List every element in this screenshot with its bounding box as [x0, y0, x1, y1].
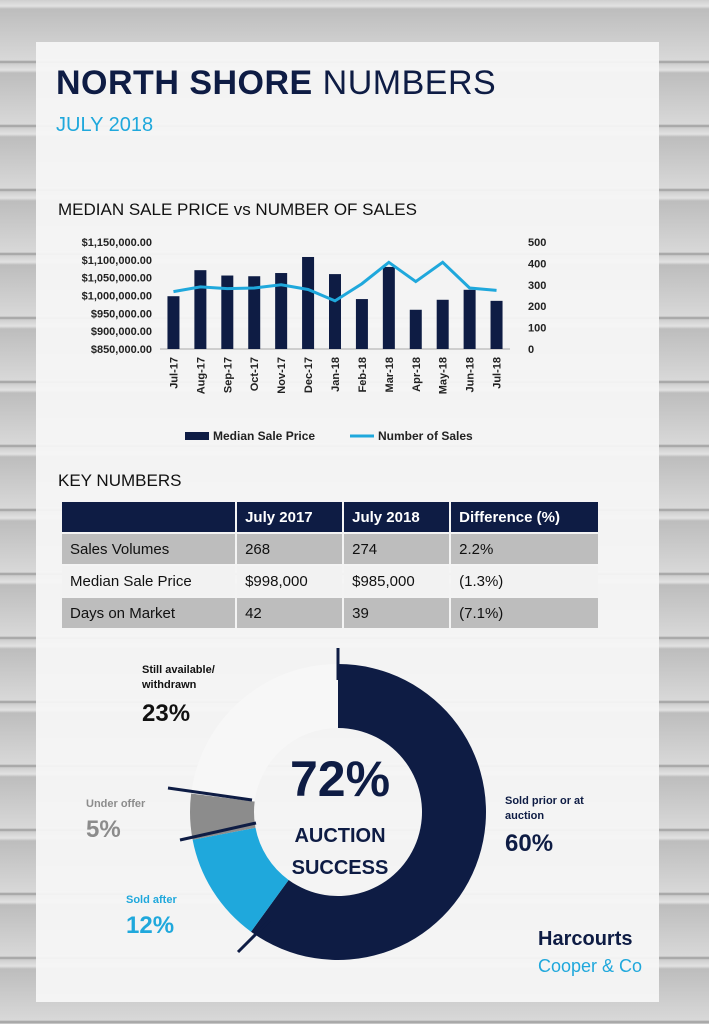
x-tick-label: Aug-17 [195, 357, 207, 394]
y-tick-label: $900,000.00 [91, 326, 152, 338]
y2-tick-label: 0 [528, 344, 534, 356]
sold-after-label: Sold after [126, 894, 177, 906]
x-tick-label: Jun-18 [465, 357, 477, 392]
bar-median-price [275, 273, 288, 349]
bar-median-price [329, 274, 341, 349]
auction-success-label: AUCTION SUCCESS [291, 825, 389, 879]
bar-median-price [194, 270, 207, 349]
x-tick-label: Jul-18 [492, 357, 504, 389]
table-cell: 39 [344, 598, 450, 628]
line-number-of-sales [173, 260, 497, 303]
brand-logo-sub: Cooper & Co [538, 956, 643, 976]
y2-tick-label: 300 [528, 280, 546, 292]
key-numbers-title: KEY NUMBERS [58, 471, 182, 490]
bar-median-price [167, 296, 180, 349]
table-cell: Sales Volumes [62, 534, 236, 564]
x-tick-label: Oct-17 [249, 357, 261, 391]
legend-swatch-median [185, 432, 209, 440]
table-row: Days on Market 42 39 (7.1%) [62, 598, 598, 628]
chart-title: MEDIAN SALE PRICE vs NUMBER OF SALES [58, 200, 417, 219]
table-cell: 268 [237, 534, 343, 564]
leader-line [167, 786, 253, 802]
still-available-percent: 23% [142, 700, 191, 727]
x-tick-label: Feb-18 [357, 357, 369, 392]
table-row: Sales Volumes 268 274 2.2% [62, 534, 598, 564]
table-header-row: July 2017 July 2018 Difference (%) [62, 502, 598, 532]
table-cell: $998,000 [237, 566, 343, 596]
leader-line [236, 918, 272, 954]
donut-slice [191, 664, 338, 802]
brand-logo-name: Harcourts [538, 928, 633, 950]
y-tick-label: $1,150,000.00 [82, 237, 152, 249]
bar-median-price [302, 256, 315, 349]
page-title: NORTH SHORE NUMBERS [56, 64, 497, 102]
sold-prior-label: Sold prior or at auction [505, 795, 584, 822]
bar-median-price [490, 300, 503, 349]
table-cell: (7.1%) [451, 598, 598, 628]
table-cell: (1.3%) [451, 566, 598, 596]
auction-success-percent: 72% [289, 751, 391, 807]
legend-label-median: Median Sale Price [213, 429, 315, 443]
x-tick-label: Dec-17 [303, 357, 315, 393]
x-tick-label: Sep-17 [222, 357, 234, 393]
y-tick-label: $1,100,000.00 [82, 255, 152, 267]
y2-tick-label: 200 [528, 301, 546, 313]
bar-median-price [463, 289, 476, 349]
bar-median-price [355, 299, 368, 349]
table-cell: Days on Market [62, 598, 236, 628]
sold-prior-percent: 60% [505, 830, 554, 857]
sold-after-percent: 12% [126, 912, 175, 939]
median-vs-sales-chart: $1,150,000.00 $1,100,000.00 $1,050,000.00 $… [82, 237, 547, 443]
page-subtitle: JULY 2018 [56, 114, 154, 136]
table-header-july-2017: July 2017 [237, 502, 343, 532]
bar-median-price [436, 299, 449, 349]
auction-donut-chart [167, 648, 486, 960]
donut-slice [192, 827, 289, 932]
bar-median-price [221, 275, 234, 349]
table-cell: 42 [237, 598, 343, 628]
under-offer-label: Under offer [86, 798, 146, 810]
y-tick-label: $1,000,000.00 [82, 291, 152, 303]
x-tick-label: Nov-17 [276, 357, 288, 394]
table-cell: Median Sale Price [62, 566, 236, 596]
donut-slice [251, 664, 486, 960]
x-tick-label: Apr-18 [411, 357, 423, 392]
y2-tick-label: 100 [528, 323, 546, 335]
still-available-label: Still available/withdrawn [142, 664, 215, 691]
y-tick-label: $850,000.00 [91, 344, 152, 356]
table-header-july-2018: July 2018 [344, 502, 450, 532]
y-tick-label: $950,000.00 [91, 308, 152, 320]
table-header-difference: Difference (%) [451, 502, 598, 532]
y2-tick-label: 400 [528, 258, 546, 270]
legend-label-sales: Number of Sales [378, 429, 473, 443]
x-tick-label: May-18 [438, 357, 450, 394]
leader-line [179, 821, 257, 842]
bar-median-price [409, 309, 422, 349]
table-header-blank [62, 502, 236, 532]
x-tick-label: Mar-18 [384, 357, 396, 392]
table-row: Median Sale Price $998,000 $985,000 (1.3… [62, 566, 598, 596]
x-tick-label: Jan-18 [330, 357, 342, 392]
bar-median-price [382, 266, 395, 349]
under-offer-percent: 5% [86, 816, 121, 843]
table-cell: $985,000 [344, 566, 450, 596]
y2-tick-label: 500 [528, 237, 546, 249]
y-tick-label: $1,050,000.00 [82, 273, 152, 285]
bar-median-price [248, 276, 261, 349]
x-tick-label: Jul-17 [168, 357, 180, 389]
key-numbers-table: July 2017 July 2018 Difference (%) Sales… [60, 500, 600, 630]
table-cell: 2.2% [451, 534, 598, 564]
table-cell: 274 [344, 534, 450, 564]
